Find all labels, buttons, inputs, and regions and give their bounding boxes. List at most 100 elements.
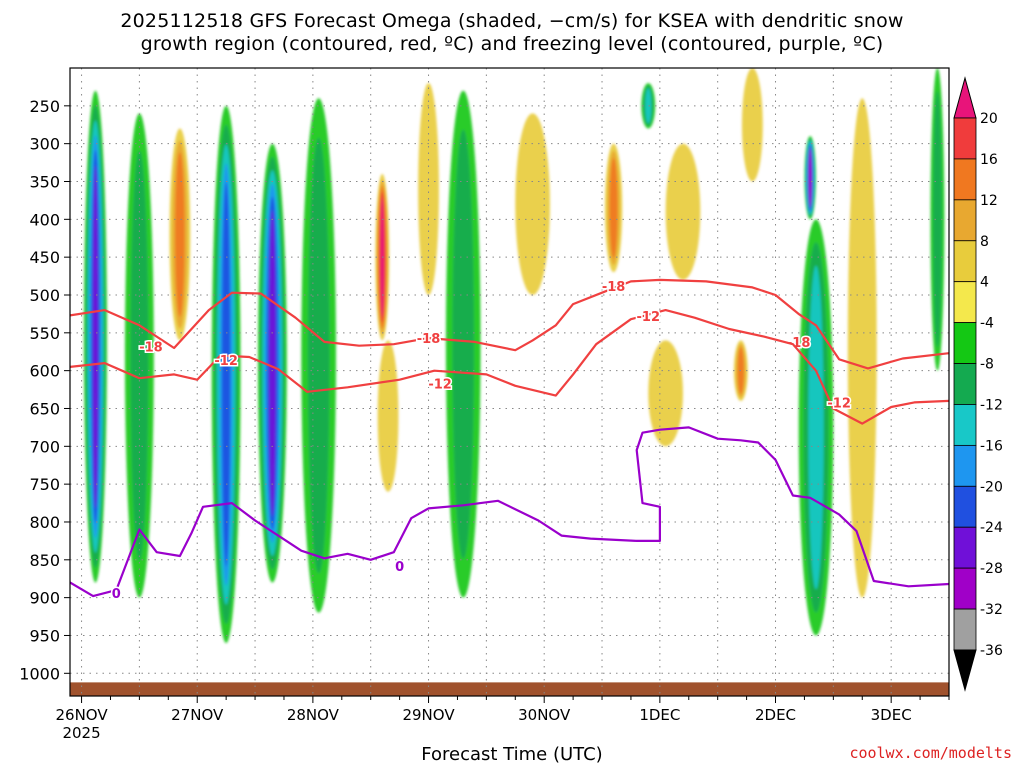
omega-shade-level	[452, 129, 474, 559]
colorbar-swatch	[953, 117, 977, 160]
colorbar-bottom-arrow	[953, 649, 977, 692]
chart-title-line-2: growth region (contoured, red, ºC) and f…	[140, 33, 884, 55]
omega-shade-level	[645, 88, 652, 124]
omega-shade-level	[609, 157, 618, 258]
colorbar-swatch	[953, 608, 977, 651]
freezing-level-0-west-contour-label: 0	[112, 587, 121, 602]
colorbar-label: -8	[980, 357, 994, 373]
omega-shade-level	[307, 137, 330, 574]
chart-title-line-1: 2025112518 GFS Forecast Omega (shaded, −…	[120, 10, 904, 32]
y-tick-label: 650	[29, 399, 60, 418]
colorbar-label: -32	[980, 602, 1003, 618]
colorbar-swatch	[953, 485, 977, 528]
omega-shade-level	[933, 91, 942, 348]
colorbar-label: 12	[980, 193, 998, 209]
y-tick-label: 700	[29, 437, 60, 456]
x-tick-sublabel: 2025	[62, 724, 100, 742]
colorbar: 20 16 12 8 4 -4 -8 -12 -16 -20 -24 -28 -32 -36	[953, 76, 1003, 692]
x-tick-label: 29NOV	[402, 706, 455, 724]
dgz-minus18-contour-line	[70, 278, 949, 370]
colorbar-swatch	[953, 567, 977, 610]
omega-shade-level	[808, 265, 824, 590]
omega-shade-level	[665, 143, 701, 280]
colorbar-label: 16	[980, 152, 998, 168]
omega-feature	[648, 340, 683, 447]
omega-shade-level	[847, 98, 877, 598]
colorbar-swatch	[953, 199, 977, 242]
omega-shade-level	[515, 113, 550, 295]
omega-feature	[930, 68, 945, 371]
y-tick-label: 1000	[19, 664, 60, 683]
omega-feature	[377, 340, 399, 492]
omega-feature	[375, 173, 390, 341]
omega-feature	[665, 143, 701, 280]
omega-feature	[847, 98, 877, 598]
omega-feature	[445, 90, 481, 598]
colorbar-label: -24	[980, 520, 1003, 536]
colorbar-label: -28	[980, 561, 1003, 577]
omega-feature	[124, 113, 154, 598]
x-tick-label: 27NOV	[171, 706, 224, 724]
plot-frame	[69, 67, 950, 697]
dgz-minus12-contour-label: -12	[428, 378, 452, 393]
y-tick-label: 300	[29, 135, 60, 154]
omega-feature	[515, 113, 550, 295]
omega-feature	[641, 83, 656, 129]
dgz-minus12-contour-label: -12	[214, 354, 238, 369]
omega-shade-level	[222, 182, 231, 567]
y-tick-label: 900	[29, 589, 60, 608]
omega-shade-level	[175, 152, 185, 317]
y-tick-label: 350	[29, 172, 60, 191]
freezing-level-0-west-contour-label: 0	[395, 560, 404, 575]
omega-shade-level	[268, 210, 276, 517]
omega-feature	[418, 83, 439, 295]
omega-feature	[301, 98, 337, 613]
omega-shade-level	[741, 68, 763, 182]
omega-feature	[604, 143, 623, 273]
x-axis-title: Forecast Time (UTC)	[421, 744, 603, 765]
y-tick-label: 400	[29, 210, 60, 229]
colorbar-swatch	[953, 281, 977, 324]
dgz-minus18-contour-label: -18	[787, 336, 811, 351]
x-tick-label: 3DEC	[871, 706, 912, 724]
dgz-minus18-contour-label: -18	[139, 340, 163, 355]
colorbar-label: 8	[980, 234, 989, 250]
dgz-minus12-contour-label: -12	[827, 396, 851, 411]
colorbar-swatch	[953, 240, 977, 283]
colorbar-swatch	[953, 444, 977, 487]
colorbar-label: -36	[980, 643, 1003, 659]
y-tick-label: 500	[29, 286, 60, 305]
colorbar-label: -4	[980, 316, 994, 332]
colorbar-top-arrow	[953, 76, 977, 119]
omega-feature	[211, 105, 241, 644]
omega-shade-level	[418, 83, 439, 295]
y-tick-label: 550	[29, 324, 60, 343]
colorbar-label: 20	[980, 111, 998, 127]
y-tick-label: 950	[29, 626, 60, 645]
x-tick-label: 26NOV	[56, 706, 109, 724]
omega-shade-level	[92, 165, 99, 508]
omega-shade-level	[377, 340, 399, 492]
omega-shade-level	[808, 149, 812, 207]
omega-shading-layer	[83, 68, 945, 644]
dgz-minus12-contour-line	[70, 309, 949, 425]
colorbar-swatch	[953, 526, 977, 569]
y-tick-label: 250	[29, 97, 60, 116]
contour-layer: -18 -18 -18 -18 -12 -12 -12 -12 0 0	[70, 278, 949, 604]
colorbar-swatch	[953, 363, 977, 405]
omega-feature	[169, 128, 191, 341]
dgz-minus12-contour-label: -12	[637, 310, 661, 325]
x-tick-label: 1DEC	[639, 706, 680, 724]
dgz-minus18-contour-label: -18	[602, 280, 626, 295]
omega-feature	[804, 136, 816, 220]
omega-feature	[741, 68, 763, 182]
colorbar-label: -16	[980, 438, 1003, 454]
y-tick-label: 600	[29, 362, 60, 381]
terrain-strip	[70, 682, 949, 696]
colorbar-swatch	[953, 404, 977, 446]
colorbar-swatch	[953, 158, 977, 201]
omega-feature	[83, 90, 108, 583]
y-tick-label: 850	[29, 551, 60, 570]
colorbar-swatch	[953, 322, 977, 364]
